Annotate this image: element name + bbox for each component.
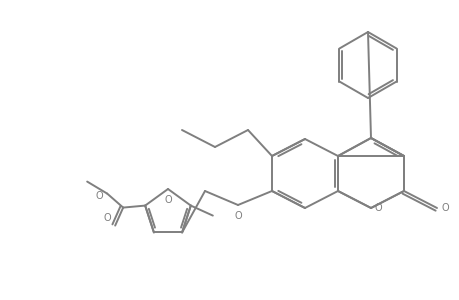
Text: O: O [374,203,382,213]
Text: O: O [234,211,241,221]
Text: O: O [164,195,172,205]
Text: O: O [441,203,448,213]
Text: O: O [103,213,111,223]
Text: O: O [95,190,103,201]
